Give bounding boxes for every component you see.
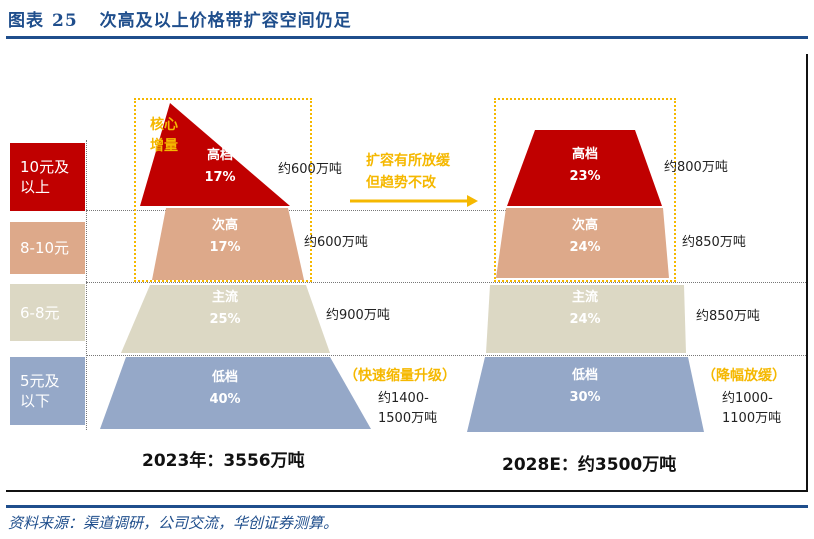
core-increment-box-2023 (134, 98, 312, 282)
right-low-note: （降幅放缓） (702, 368, 786, 384)
trend-arrow-head (467, 195, 478, 207)
transition-note: 扩容有所放缓 但趋势不改 (366, 150, 450, 194)
right-mainstream-label: 主流 24% (569, 290, 601, 327)
title-divider (6, 36, 808, 39)
price-band-label: 以下 (20, 392, 51, 410)
price-band-label: 8-10元 (20, 239, 70, 257)
right-low-volume: 约1000- 1100万吨 (722, 391, 782, 426)
right-low-label: 低档 30% (569, 368, 601, 405)
core-increment-line: 核心 (150, 117, 178, 133)
total-2023: 2023年：3556万吨 (142, 451, 305, 471)
footer-divider (6, 505, 808, 508)
figure-label: 图表 (8, 11, 44, 31)
core-increment-line: 增量 (150, 138, 178, 154)
guide-line-mainstream (86, 355, 806, 356)
price-band-label: 6-8元 (20, 303, 60, 322)
left-subhigh-segment (152, 208, 304, 280)
right-subhigh-label: 次高 24% (569, 218, 601, 255)
price-band-label: 10元及 (20, 158, 70, 176)
total-2028e: 2028E：约3500万吨 (502, 455, 677, 475)
left-high-volume: 约600万吨 (278, 162, 342, 177)
right-high-segment (507, 130, 662, 206)
right-high-label: 高档 23% (569, 147, 601, 184)
left-mainstream-label: 主流 25% (209, 290, 241, 327)
price-band-8-10: 8-10元 (10, 222, 85, 274)
left-low-note: （快速缩量升级） (344, 368, 456, 384)
left-mainstream-segment (121, 285, 330, 353)
core-increment-box-2028 (494, 98, 676, 282)
figure-number: 25 (52, 11, 78, 31)
left-subhigh-volume: 约600万吨 (304, 235, 368, 250)
right-subhigh-volume: 约850万吨 (682, 235, 746, 250)
source-note: 资料来源：渠道调研，公司交流，华创证券测算。 (8, 514, 339, 532)
figure-title-text: 次高及以上价格带扩容空间仍足 (99, 11, 352, 31)
price-band-10-plus: 10元及 以上 (10, 143, 85, 211)
left-low-label: 低档 40% (209, 370, 241, 407)
guide-vertical-line (86, 140, 87, 430)
right-subhigh-segment (496, 208, 669, 278)
right-mainstream-segment (486, 285, 686, 353)
left-mainstream-volume: 约900万吨 (326, 308, 390, 323)
right-low-segment (467, 357, 704, 432)
price-band-label: 以上 (20, 178, 51, 196)
core-increment-label: 核心 增量 (150, 115, 178, 157)
price-band-6-8: 6-8元 (10, 284, 85, 341)
guide-line-subhigh (86, 282, 806, 283)
figure-title: 图表 25 次高及以上价格带扩容空间仍足 (8, 6, 352, 31)
transition-note-line: 但趋势不改 (366, 175, 436, 191)
left-high-label: 高档 17% (204, 148, 236, 185)
left-subhigh-label: 次高 17% (209, 218, 241, 255)
right-mainstream-volume: 约850万吨 (696, 309, 760, 324)
transition-note-line: 扩容有所放缓 (366, 153, 450, 169)
price-band-label: 5元及 (20, 372, 60, 390)
left-high-segment (140, 103, 290, 206)
guide-line-high (86, 210, 506, 211)
price-band-5-below: 5元及 以下 (10, 357, 85, 425)
left-low-volume: 约1400- 1500万吨 (378, 391, 438, 426)
left-low-segment (100, 357, 371, 429)
right-high-volume: 约800万吨 (664, 160, 728, 175)
